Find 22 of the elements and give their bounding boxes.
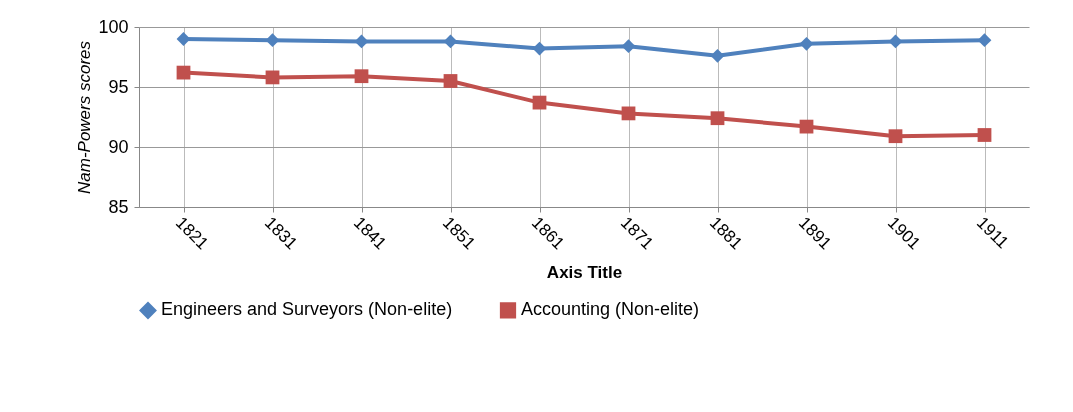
point (265, 33, 280, 48)
point (621, 39, 636, 54)
point (354, 34, 369, 49)
point (443, 74, 458, 88)
y-tick-label: 90 (108, 136, 129, 157)
y-tick-label: 85 (108, 196, 129, 217)
point (977, 33, 992, 48)
point (710, 111, 725, 126)
point (977, 128, 992, 142)
y-tick-label: 100 (98, 16, 129, 37)
point (888, 129, 903, 144)
legend-label: Engineers and Surveyors (Non-elite) (161, 299, 453, 320)
y-tick-label: 95 (108, 76, 129, 97)
point (888, 34, 903, 49)
point (354, 69, 369, 84)
point (443, 34, 458, 49)
y-axis-title: Nam-Powers scores (75, 40, 95, 195)
legend-label: Accounting (Non-elite) (521, 299, 700, 320)
point (799, 36, 814, 51)
point (176, 32, 191, 46)
point (710, 48, 725, 63)
x-axis-title: Axis Title (546, 262, 623, 282)
